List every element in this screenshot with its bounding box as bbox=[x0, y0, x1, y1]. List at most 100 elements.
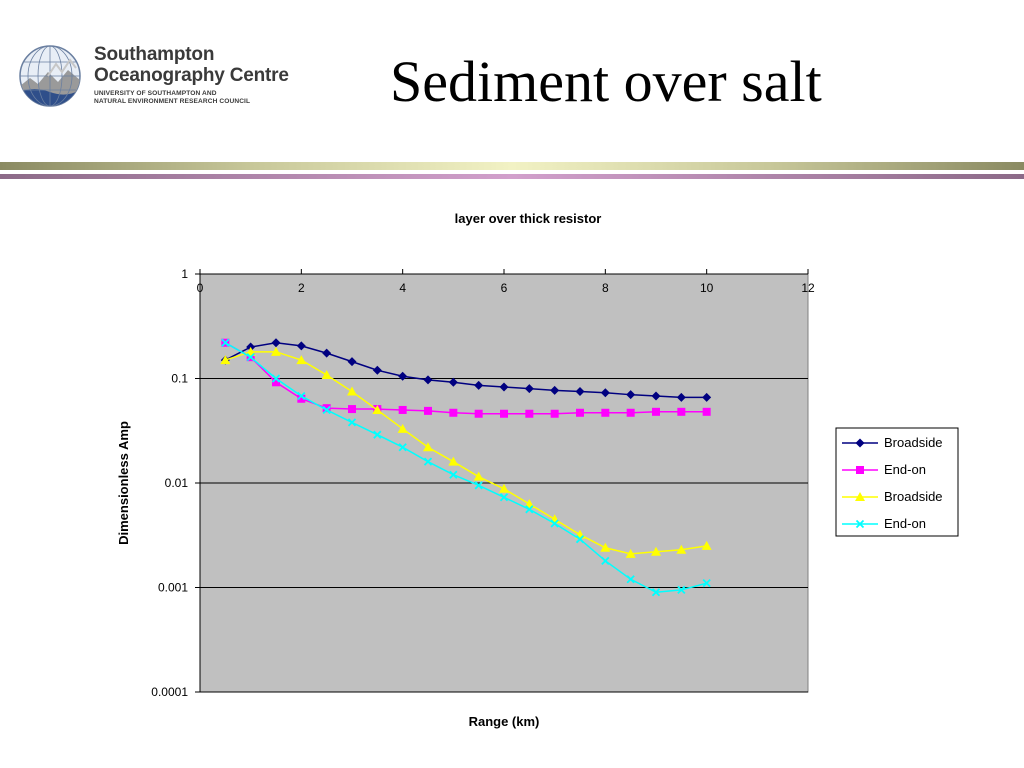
data-point-marker bbox=[296, 341, 306, 351]
data-point-marker bbox=[322, 348, 332, 358]
chart-title: layer over thick resistor bbox=[455, 211, 602, 226]
data-point-marker bbox=[423, 457, 433, 466]
data-point-marker bbox=[220, 355, 231, 365]
data-point-marker bbox=[372, 404, 383, 414]
data-point-marker bbox=[296, 355, 307, 365]
x-tick-label: 2 bbox=[298, 281, 305, 295]
data-point-marker bbox=[601, 408, 610, 417]
x-axis-ticks: 0 2 4 6 8 10 12 bbox=[197, 269, 815, 295]
y-tick-label: 0.1 bbox=[171, 372, 188, 386]
data-point-marker bbox=[449, 470, 458, 479]
data-point-marker bbox=[449, 408, 458, 417]
data-point-marker bbox=[348, 405, 356, 414]
series-4 bbox=[221, 338, 711, 597]
data-point-marker bbox=[221, 338, 230, 347]
data-point-marker bbox=[856, 466, 864, 474]
legend-label: End-on bbox=[884, 516, 926, 531]
data-point-marker bbox=[499, 483, 509, 493]
x-axis-label: Range (km) bbox=[469, 714, 540, 729]
data-point-marker bbox=[347, 386, 357, 396]
data-point-marker bbox=[322, 404, 331, 413]
series-line bbox=[225, 351, 707, 555]
logo-text: Southampton Oceanography Centre UNIVERSI… bbox=[94, 44, 289, 106]
data-point-marker bbox=[246, 353, 255, 362]
data-point-marker bbox=[500, 409, 508, 418]
data-point-marker bbox=[576, 408, 584, 417]
data-point-marker bbox=[398, 405, 407, 414]
data-point-marker bbox=[271, 374, 281, 383]
data-point-marker bbox=[601, 556, 610, 565]
legend-item: Broadside bbox=[842, 435, 943, 450]
data-point-marker bbox=[855, 438, 865, 448]
data-point-marker bbox=[550, 385, 560, 395]
y-axis-ticks: 1 0.1 0.01 0.001 0.0001 bbox=[151, 267, 200, 699]
data-point-marker bbox=[372, 365, 382, 375]
data-point-marker bbox=[701, 540, 712, 550]
data-point-marker bbox=[424, 406, 432, 415]
data-point-marker bbox=[676, 392, 686, 402]
header-divider-stripe bbox=[0, 174, 1024, 179]
data-point-marker bbox=[626, 575, 635, 584]
data-point-marker bbox=[474, 380, 484, 390]
legend-item: End-on bbox=[842, 462, 926, 477]
series-line bbox=[224, 341, 707, 399]
legend-label: Broadside bbox=[884, 435, 943, 450]
x-tick-label: 6 bbox=[501, 281, 508, 295]
legend-item: End-on bbox=[842, 516, 926, 531]
data-point-marker bbox=[626, 390, 636, 400]
data-point-marker bbox=[499, 382, 509, 392]
line-chart: 0 2 4 6 8 10 12 1 0.1 0.01 0.001 0.0001 layer over… bbox=[116, 211, 959, 729]
data-point-marker bbox=[702, 407, 711, 416]
globe-logo-icon bbox=[19, 45, 81, 107]
data-point-marker bbox=[600, 542, 611, 552]
data-point-marker bbox=[322, 405, 331, 415]
x-tick-label: 12 bbox=[801, 281, 815, 295]
data-point-marker bbox=[423, 442, 433, 452]
logo-org-name-line2: Oceanography Centre bbox=[94, 65, 289, 86]
data-point-marker bbox=[525, 505, 534, 514]
y-tick-label: 0.0001 bbox=[151, 685, 188, 699]
data-point-marker bbox=[575, 387, 585, 397]
data-point-marker bbox=[625, 548, 636, 558]
y-axis-label: Dimensionless Amp bbox=[116, 421, 131, 545]
legend-label: Broadside bbox=[884, 489, 943, 504]
data-point-marker bbox=[676, 544, 687, 554]
slide-title: Sediment over salt bbox=[390, 49, 822, 114]
x-tick-label: 8 bbox=[602, 281, 609, 295]
data-point-marker bbox=[448, 456, 459, 466]
data-point-marker bbox=[677, 585, 686, 594]
data-point-marker bbox=[373, 430, 382, 439]
data-point-marker bbox=[272, 378, 280, 387]
data-point-marker bbox=[297, 391, 306, 401]
data-point-marker bbox=[423, 375, 433, 385]
data-point-marker bbox=[448, 377, 458, 387]
x-tick-label: 0 bbox=[197, 281, 204, 295]
data-point-marker bbox=[474, 409, 483, 418]
legend-box bbox=[835, 427, 959, 537]
data-point-marker bbox=[855, 519, 865, 529]
data-point-marker bbox=[626, 408, 635, 417]
data-point-marker bbox=[499, 493, 509, 502]
data-point-marker bbox=[550, 409, 559, 418]
data-point-marker bbox=[271, 338, 281, 348]
data-point-marker bbox=[651, 588, 661, 597]
x-tick-label: 10 bbox=[700, 281, 714, 295]
data-point-marker bbox=[525, 409, 534, 418]
logo: Southampton Oceanography Centre UNIVERSI… bbox=[18, 40, 318, 120]
data-point-marker bbox=[321, 370, 332, 380]
logo-subtitle-line2: NATURAL ENVIRONMENT RESEARCH COUNCIL bbox=[94, 98, 251, 105]
data-point-marker bbox=[271, 346, 281, 356]
data-point-marker bbox=[702, 579, 711, 588]
data-point-marker bbox=[524, 384, 534, 394]
x-tick-label: 4 bbox=[399, 281, 406, 295]
data-point-marker bbox=[550, 519, 559, 528]
legend: Broadside End-on Broadside End-on bbox=[835, 427, 959, 537]
logo-org-name-line1: Southampton bbox=[94, 44, 215, 65]
logo-subtitle-line1: UNIVERSITY OF SOUTHAMPTON AND bbox=[94, 90, 217, 97]
series-line bbox=[224, 342, 707, 594]
data-point-marker bbox=[575, 535, 585, 544]
data-point-marker bbox=[855, 492, 865, 501]
data-point-marker bbox=[398, 443, 407, 452]
data-point-marker bbox=[651, 391, 661, 401]
data-point-marker bbox=[651, 546, 661, 556]
